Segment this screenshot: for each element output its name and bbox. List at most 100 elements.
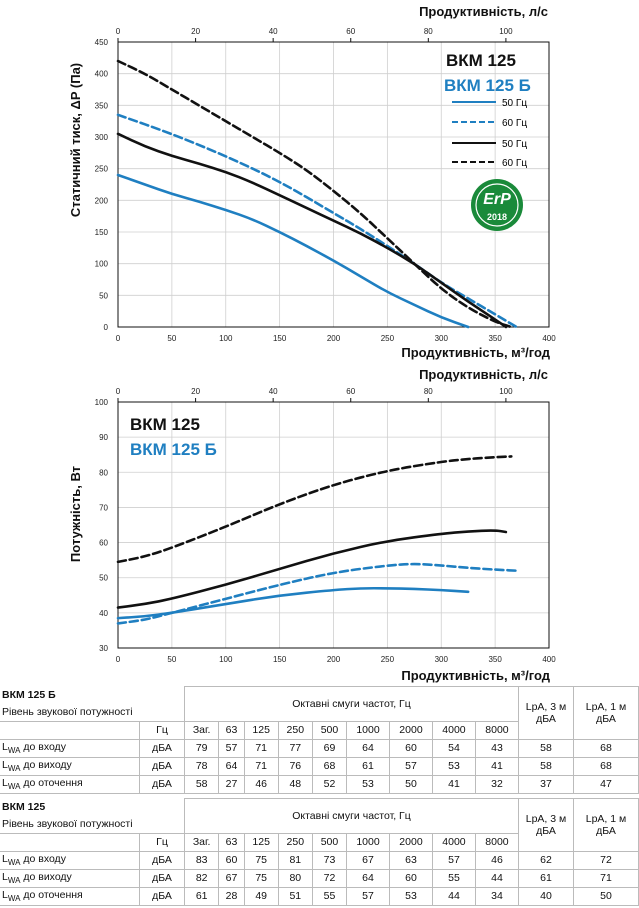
x-tick-label: 250 [381,655,395,664]
y-tick-label: 300 [95,133,109,142]
table-cell: 44 [431,886,476,906]
series-line-2 [116,132,508,329]
table-cell: 72 [573,850,639,870]
table-cell: 53 [389,886,433,906]
row-label: LWA до виходу [0,869,140,888]
row-label: LWA до входу [0,851,140,870]
series-line-2 [116,529,508,609]
band-63: 63 [218,832,245,852]
row-unit: дБА [139,868,185,888]
row-label: LWA до входу [0,739,140,758]
table-cell: 68 [573,738,639,758]
erp-badge-year: 2018 [487,212,507,222]
legend: ВКМ 125 ВКМ 125 Б [130,415,217,459]
table-cell: 41 [474,756,520,776]
x-tick-label: 50 [167,334,176,343]
x-tick-label: 300 [435,334,449,343]
table-model: ВКМ 125 [2,801,46,813]
y-tick-label: 50 [99,574,108,583]
table-cell: 64 [346,738,390,758]
erp-badge: ErP 2018 [471,179,523,231]
row-unit: дБА [139,756,185,776]
table-cell: 55 [311,886,348,906]
table-cell: 77 [277,738,313,758]
x-tick-label: 0 [116,655,121,664]
row-unit: дБА [139,774,185,794]
table-cell: 67 [218,868,245,888]
x-tick-label: 0 [116,334,121,343]
table-cell: 57 [431,850,476,870]
table-cell: 50 [389,774,433,794]
table-cell: 61 [346,756,390,776]
top-tick-label: 0 [116,27,121,36]
legend-title-model: ВКМ 125 [130,415,200,434]
table-cell: 68 [311,756,348,776]
row-unit: дБА [139,886,185,906]
table-row: LWA до входу дБА 79 57 71 77 69 64 60 54 43 58 68 [0,738,639,758]
lpa3-header: LpA, 3 м дБА [518,798,574,852]
top-tick-label: 100 [499,387,513,396]
y-tick-label: 400 [95,70,109,79]
table-cell: 58 [518,756,574,776]
series-line-3 [116,59,513,329]
table-cell: 34 [474,886,520,906]
legend-label-60: 60 Гц [502,158,527,169]
table-cell: 82 [183,868,220,888]
top-tick-label: 20 [191,387,200,396]
table-row: LWA до виходу дБА 82 67 75 80 72 64 60 55 44 61 71 [0,868,639,888]
table-cell: 51 [277,886,313,906]
table-cell: 57 [389,756,433,776]
table-cell: 54 [431,738,476,758]
series-line-3 [116,455,513,564]
legend-label-b-60: 60 Гц [502,118,527,129]
table-cell: 75 [243,850,279,870]
row-unit: дБА [139,738,185,758]
octave-header: Октавні смуги частот, Гц [184,686,519,722]
band-4000: 4000 [431,720,476,740]
y-axis-title: Потужність, Вт [68,466,83,562]
band-63: 63 [218,720,245,740]
top-tick-label: 80 [424,27,433,36]
band-8000: 8000 [474,720,520,740]
x-tick-label: 400 [542,655,556,664]
table-cell: 60 [389,868,433,888]
plot-frame [117,401,550,649]
table-cell: 52 [311,774,348,794]
row-label: LWA до оточення [0,887,140,906]
table-cell: 50 [573,886,639,906]
y-tick-label: 70 [99,503,108,512]
table-cell: 68 [573,756,639,776]
band-1000: 1000 [346,720,390,740]
table-cell: 63 [389,850,433,870]
series-line-0 [116,586,470,620]
table-cell: 46 [474,850,520,870]
table-cell: 49 [243,886,279,906]
y-tick-label: 250 [95,165,109,174]
band-4000: 4000 [431,832,476,852]
table-cell: 57 [218,738,245,758]
top-tick-label: 20 [191,27,200,36]
table-subtitle: Рівень звукової потужності [0,815,185,834]
table-body: LWA до входу дБА 79 57 71 77 69 64 60 54 43 58 68 LWA… [0,738,639,794]
table-model: ВКМ 125 Б [2,689,56,701]
table-cell: 48 [277,774,313,794]
table-row: LWA до входу дБА 83 60 75 81 73 67 63 57 46 62 72 [0,850,639,870]
y-tick-label: 90 [99,433,108,442]
legend: ВКМ 125 ВКМ 125 Б 50 Гц 60 Гц 50 Гц 60 Г… [444,51,531,169]
lpa3-header: LpA, 3 м дБА [518,686,574,740]
erp-badge-text: ErP [483,191,511,208]
hz-label: Гц [139,832,185,852]
x-tick-label: 250 [381,334,395,343]
band-125: 125 [243,720,279,740]
table-cell: 75 [243,868,279,888]
y-tick-label: 100 [95,260,109,269]
y-tick-label: 40 [99,609,108,618]
sound-table: ВКМ 125 Октавні смуги частот, Гц LpA, 3 … [0,798,639,906]
table-row: LWA до оточення дБА 58 27 46 48 52 53 50 41 32 37 47 [0,774,639,794]
table-cell: 40 [518,886,574,906]
x-tick-label: 400 [542,334,556,343]
y-tick-label: 30 [99,644,108,653]
band-total: Заг. [183,720,220,740]
